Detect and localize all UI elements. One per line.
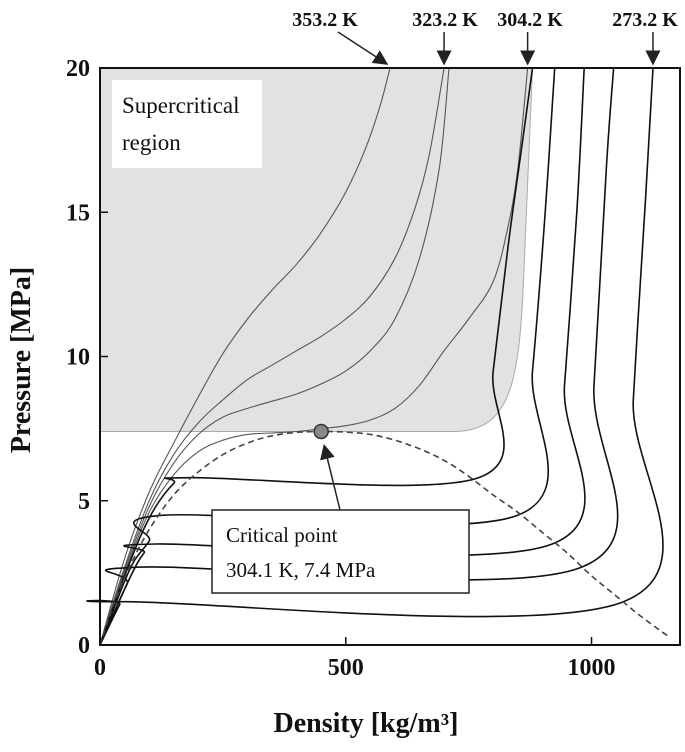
critical-point-label-line2: 304.1 K, 7.4 MPa	[226, 558, 376, 582]
isotherm-label: 304.2 K	[497, 9, 563, 31]
supercritical-label-line2: region	[122, 130, 181, 155]
y-tick-label: 0	[78, 633, 90, 659]
critical-point-label-line1: Critical point	[226, 523, 338, 547]
isotherm-line	[99, 67, 529, 646]
isotherm-label: 273.2 K	[612, 9, 678, 31]
supercritical-label-box	[112, 80, 262, 168]
y-tick-label: 15	[66, 200, 90, 226]
x-tick-label: 500	[328, 655, 364, 681]
isotherm-line	[99, 67, 391, 646]
critical-point-arrow	[320, 444, 341, 511]
supercritical-label-line1: Supercritical	[122, 93, 240, 118]
critical-point-marker	[313, 423, 329, 440]
isotherm-line	[99, 67, 534, 646]
y-tick-label: 5	[78, 489, 90, 515]
x-tick-label: 0	[94, 655, 106, 681]
saturation-dome-line	[99, 430, 671, 646]
y-tick-label: 10	[66, 345, 90, 371]
isotherm-line	[99, 67, 586, 646]
isotherm-label-arrow	[337, 31, 389, 65]
critical-point-label-box	[211, 509, 470, 594]
x-axis-title: Density [kg/m³]	[274, 708, 459, 739]
isotherm-line	[99, 67, 619, 646]
x-axis-ticks: 0 500 1000	[94, 637, 616, 681]
y-axis-title: Pressure [MPa]	[6, 267, 37, 453]
isotherm-label: 353.2 K	[292, 9, 358, 31]
isotherm-label: 323.2 K	[412, 9, 478, 31]
isotherm-labels: 353.2 K 323.2 K 304.2 K 273.2 K	[292, 9, 678, 66]
y-tick-label: 20	[66, 56, 90, 82]
y-axis-ticks: 0 5 10 15 20	[66, 56, 108, 659]
isotherm-line	[99, 67, 450, 646]
isotherm-line	[99, 67, 445, 646]
x-tick-label: 1000	[568, 655, 616, 681]
